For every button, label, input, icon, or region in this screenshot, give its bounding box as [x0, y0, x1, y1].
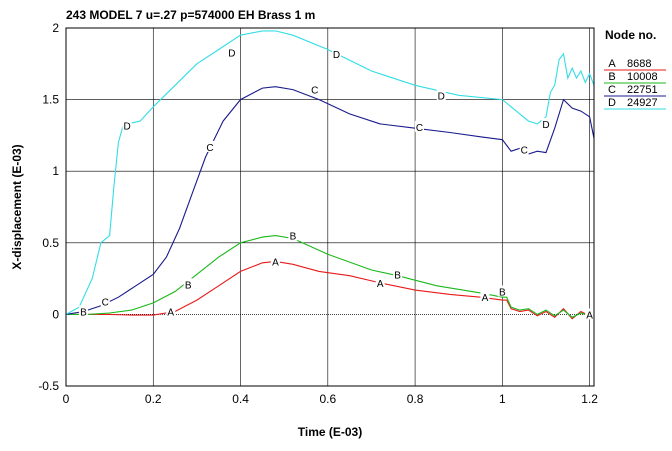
x-axis-label: Time (E-03) — [298, 425, 362, 439]
marker-B: B — [290, 232, 297, 243]
legend-marker-D: D — [608, 97, 616, 109]
marker-D: D — [333, 50, 340, 61]
plot-frame — [65, 27, 595, 387]
legend-marker-B: B — [608, 71, 615, 83]
marker-C: C — [416, 123, 423, 134]
marker-B: B — [499, 287, 506, 298]
legend-label-8688: 8688 — [627, 58, 651, 70]
marker-B: B — [185, 280, 192, 291]
y-tick-labels: -0.5 0 0.5 1 1.5 2 — [38, 21, 59, 393]
marker-bg — [310, 83, 320, 95]
x-tick-label: 0.6 — [319, 392, 336, 406]
marker-bg — [541, 117, 551, 129]
marker-A: A — [167, 308, 174, 319]
y-axis-label: X-displacement (E-03) — [10, 144, 24, 269]
marker-C: C — [521, 146, 528, 157]
marker-bg — [122, 119, 132, 131]
x-tick-labels: 0 0.2 0.4 0.6 0.8 1 1.2 — [63, 392, 599, 406]
marker-bg — [480, 291, 490, 303]
legend-label-10008: 10008 — [627, 71, 658, 83]
marker-A: A — [482, 293, 489, 304]
marker-bg — [436, 89, 446, 101]
marker-bg — [205, 140, 215, 152]
marker-A: A — [586, 310, 593, 321]
x-tick-label: 1 — [499, 392, 506, 406]
marker-bg — [414, 120, 424, 132]
y-tick-label: -0.5 — [38, 379, 59, 393]
marker-bg — [183, 278, 193, 290]
x-tick-label: 0.8 — [407, 392, 424, 406]
series-line-10008 — [66, 235, 595, 318]
marker-bg — [585, 308, 595, 320]
marker-D: D — [542, 120, 549, 131]
x-tick-label: 0.2 — [145, 392, 162, 406]
legend-label-22751: 22751 — [627, 84, 658, 96]
marker-bg — [100, 295, 110, 307]
y-tick-label: 2 — [52, 21, 59, 35]
marker-B: B — [80, 308, 87, 319]
legend-label-24927: 24927 — [627, 97, 658, 109]
legend-marker-C: C — [608, 84, 616, 96]
legend-title: Node no. — [605, 28, 656, 42]
marker-bg — [393, 268, 403, 280]
series-line-22751 — [65, 86, 595, 315]
y-tick-label: 0 — [52, 307, 59, 321]
marker-bg — [288, 229, 298, 241]
marker-A: A — [377, 279, 384, 290]
legend-marker-A: A — [608, 58, 616, 70]
x-tick-label: 1.2 — [581, 392, 598, 406]
y-tick-label: 1 — [52, 164, 59, 178]
marker-A: A — [272, 257, 279, 268]
marker-C: C — [102, 298, 109, 309]
marker-C: C — [311, 86, 318, 97]
x-tick-label: 0.4 — [232, 392, 249, 406]
chart-title: 243 MODEL 7 u=.27 p=574000 EH Brass 1 m — [66, 8, 315, 22]
marker-D: D — [228, 48, 235, 59]
y-tick-label: 1.5 — [42, 93, 59, 107]
marker-bg — [227, 46, 237, 58]
marker-C: C — [206, 143, 213, 154]
marker-bg — [332, 47, 342, 59]
legend: A 8688 B 10008 C 22751 D 24927 — [604, 58, 666, 110]
series-line-8688 — [66, 260, 595, 320]
marker-D: D — [438, 91, 445, 102]
marker-bg — [270, 255, 280, 267]
marker-bg — [497, 285, 507, 297]
x-tick-label: 0 — [63, 392, 70, 406]
marker-D: D — [123, 121, 130, 132]
marker-bg — [519, 143, 529, 155]
marker-B: B — [394, 270, 401, 281]
grid — [65, 27, 594, 387]
series-layer — [65, 30, 595, 320]
marker-bg — [375, 276, 385, 288]
series-line-24927 — [65, 30, 595, 315]
marker-bg — [78, 305, 88, 317]
y-tick-label: 0.5 — [42, 236, 59, 250]
marker-bg — [166, 305, 176, 317]
